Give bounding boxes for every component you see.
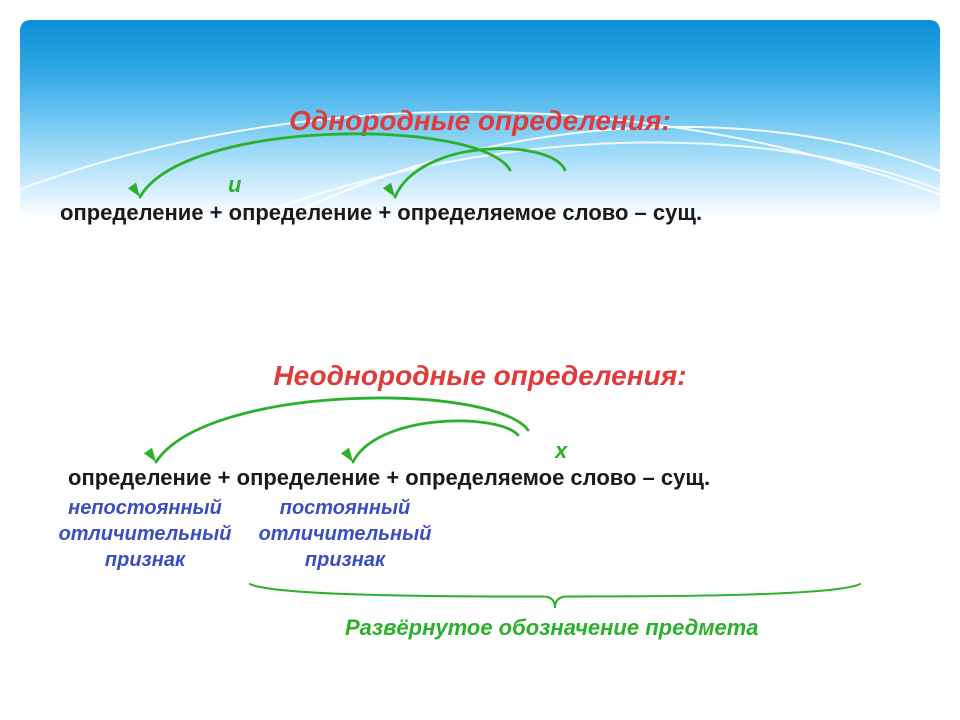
section2-note1: непостоянный отличительный признак — [40, 495, 250, 573]
note1-line3: признак — [105, 549, 185, 571]
section1-conj-label: и — [228, 172, 241, 198]
note1-line1: непостоянный — [68, 497, 222, 519]
section2-arcs — [48, 395, 768, 475]
section2-note2: постоянный отличительный признак — [240, 495, 450, 573]
section2-formula: определение + определение + определяемое… — [68, 465, 710, 491]
note2-line2: отличительный — [259, 523, 432, 545]
section2-footnote: Развёрнутое обозначение предмета — [345, 615, 759, 641]
section1-title: Однородные определения: — [0, 105, 960, 137]
note2-line3: признак — [305, 549, 385, 571]
note1-line2: отличительный — [59, 523, 232, 545]
section1-formula: определение + определение + определяемое… — [60, 200, 702, 226]
section2-conj-label: х — [555, 438, 567, 464]
section2-brace — [250, 580, 860, 610]
section2-title: Неоднородные определения: — [0, 360, 960, 392]
note2-line1: постоянный — [280, 497, 411, 519]
